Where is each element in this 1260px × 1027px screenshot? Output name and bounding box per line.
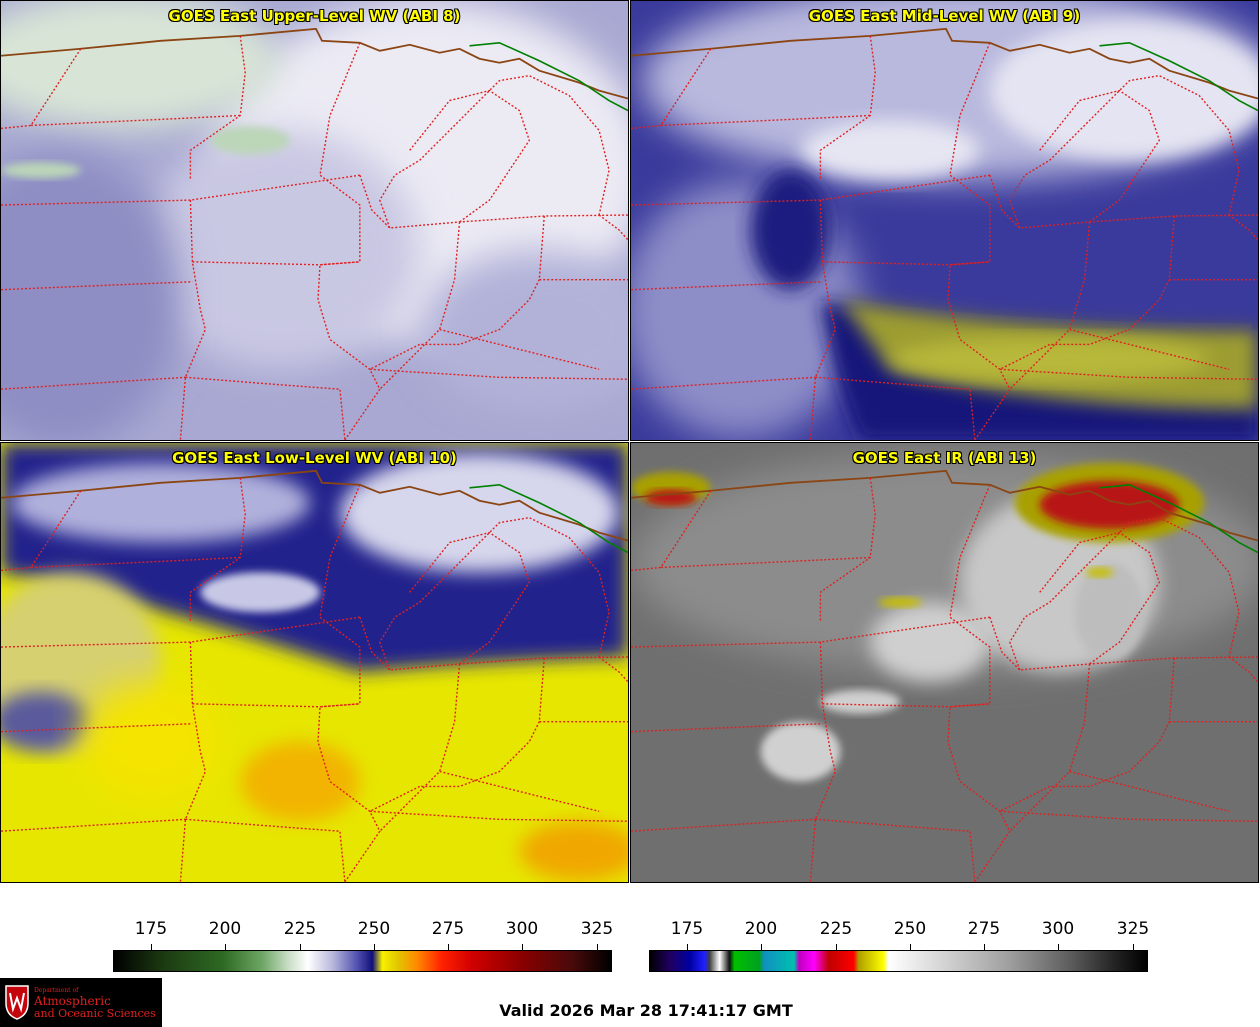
tick-label: 325 <box>580 919 614 939</box>
tick-label: 300 <box>1041 919 1075 939</box>
tick-label: 200 <box>208 919 242 939</box>
tick-label: 175 <box>670 919 704 939</box>
upper-level-wv-image <box>1 1 628 440</box>
wv-colorbar-ticks: 175 200 225 250 275 300 325 <box>113 915 614 950</box>
mid-level-wv-image <box>631 1 1258 440</box>
mid-level-wv-panel: GOES East Mid-Level WV (ABI 9) <box>630 0 1259 441</box>
upper-level-wv-panel: GOES East Upper-Level WV (ABI 8) <box>0 0 629 441</box>
panel-title: GOES East Low-Level WV (ABI 10) <box>172 449 457 467</box>
ir-colorbar <box>649 950 1148 972</box>
tick-label: 175 <box>134 919 168 939</box>
uw-crest-icon <box>5 985 29 1020</box>
low-level-wv-panel: GOES East Low-Level WV (ABI 10) <box>0 442 629 883</box>
tick-label: 275 <box>431 919 465 939</box>
tick-label: 225 <box>283 919 317 939</box>
tick-label: 300 <box>505 919 539 939</box>
tick-label: 250 <box>357 919 391 939</box>
low-level-wv-image <box>1 443 628 882</box>
panel-title: GOES East IR (ABI 13) <box>852 449 1037 467</box>
panel-title: GOES East Upper-Level WV (ABI 8) <box>168 7 461 25</box>
logo-line-1: Department of <box>34 987 79 994</box>
tick-label: 250 <box>893 919 927 939</box>
panel-title: GOES East Mid-Level WV (ABI 9) <box>808 7 1081 25</box>
ir-colorbar-ticks: 175 200 225 250 275 300 325 <box>649 915 1150 950</box>
ir-image <box>631 443 1258 882</box>
ir-panel: GOES East IR (ABI 13) <box>630 442 1259 883</box>
tick-label: 225 <box>819 919 853 939</box>
wv-colorbar <box>113 950 612 972</box>
tick-label: 275 <box>967 919 1001 939</box>
uw-aos-logo: Department of Atmospheric and Oceanic Sc… <box>0 978 162 1027</box>
logo-line-2: Atmospheric <box>34 994 111 1008</box>
valid-time: Valid 2026 Mar 28 17:41:17 GMT <box>499 1001 793 1020</box>
tick-label: 325 <box>1116 919 1150 939</box>
logo-line-3: and Oceanic Sciences <box>34 1007 156 1020</box>
tick-label: 200 <box>744 919 778 939</box>
